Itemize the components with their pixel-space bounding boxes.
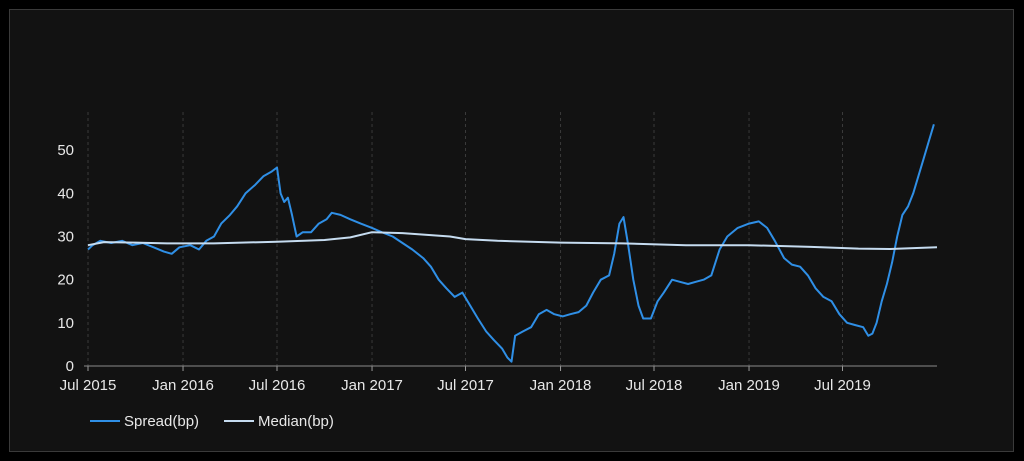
x-tick-label: Jan 2017	[341, 377, 403, 394]
legend[interactable]: Spread(bp) Median(bp)	[90, 413, 334, 430]
series-lines	[87, 124, 938, 363]
x-tick-label: Jul 2016	[249, 377, 306, 394]
y-tick-label: 40	[57, 185, 74, 202]
x-tick-label: Jul 2019	[814, 377, 871, 394]
legend-label: Median(bp)	[258, 413, 334, 430]
x-tick-label: Jul 2018	[626, 377, 683, 394]
x-axis: Jul 2015 Jan 2016 Jul 2016 Jan 2017 Jul 2017…	[60, 365, 937, 394]
y-tick-label: 50	[57, 142, 74, 159]
x-tick-label: Jul 2017	[437, 377, 494, 394]
y-tick-label: 20	[57, 272, 74, 289]
y-tick-label: 30	[57, 229, 74, 246]
spread-line	[87, 124, 935, 363]
legend-label: Spread(bp)	[124, 413, 199, 430]
x-tick-label: Jan 2018	[530, 377, 592, 394]
y-tick-label: 10	[57, 315, 74, 332]
x-tick-label: Jan 2019	[718, 377, 780, 394]
x-tick-label: Jan 2016	[152, 377, 214, 394]
legend-item-median[interactable]: Median(bp)	[224, 413, 334, 430]
y-axis: 0 10 20 30 40 50	[57, 142, 74, 375]
chart-panel	[9, 9, 1014, 452]
legend-item-spread[interactable]: Spread(bp)	[90, 413, 199, 430]
vertical-gridlines	[87, 112, 843, 366]
x-tick-label: Jul 2015	[60, 377, 117, 394]
y-tick-label: 0	[66, 358, 74, 375]
median-line	[87, 231, 938, 250]
